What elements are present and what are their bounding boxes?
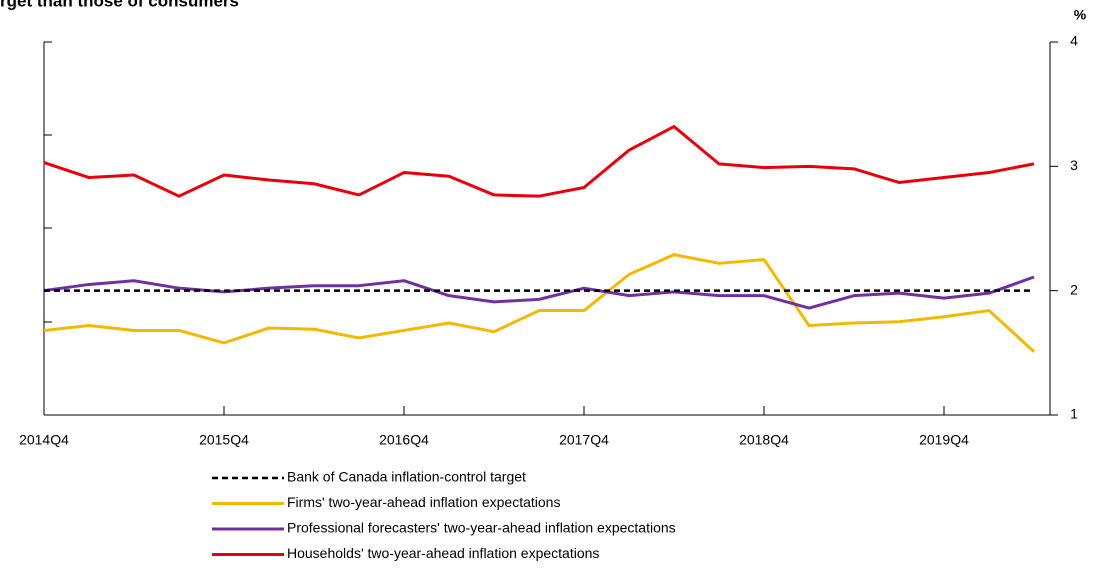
x-tick-label: 2015Q4	[199, 432, 249, 448]
legend-label: Bank of Canada inflation-control target	[287, 469, 526, 485]
legend-label: Firms' two-year-ahead inflation expectat…	[287, 494, 560, 510]
y-tick-label: 1	[1070, 406, 1078, 422]
x-tick-label: 2014Q4	[19, 432, 69, 448]
y-tick-label: 2	[1070, 281, 1078, 297]
x-tick-label: 2018Q4	[739, 432, 789, 448]
y-tick-label: 4	[1070, 33, 1078, 49]
y-tick-label: 3	[1070, 157, 1078, 173]
x-tick-label: 2017Q4	[559, 432, 609, 448]
series-line	[43, 253, 1036, 353]
chart-title: rget than those of consumers	[0, 0, 239, 10]
x-tick-label: 2019Q4	[919, 432, 969, 448]
x-tick-label: 2016Q4	[379, 432, 429, 448]
legend-label: Professional forecasters' two-year-ahead…	[287, 520, 676, 536]
legend-label: Households' two-year-ahead inflation exp…	[287, 545, 599, 561]
series-line	[43, 125, 1035, 198]
series-line	[43, 275, 1035, 310]
y-unit: %	[1074, 7, 1087, 23]
